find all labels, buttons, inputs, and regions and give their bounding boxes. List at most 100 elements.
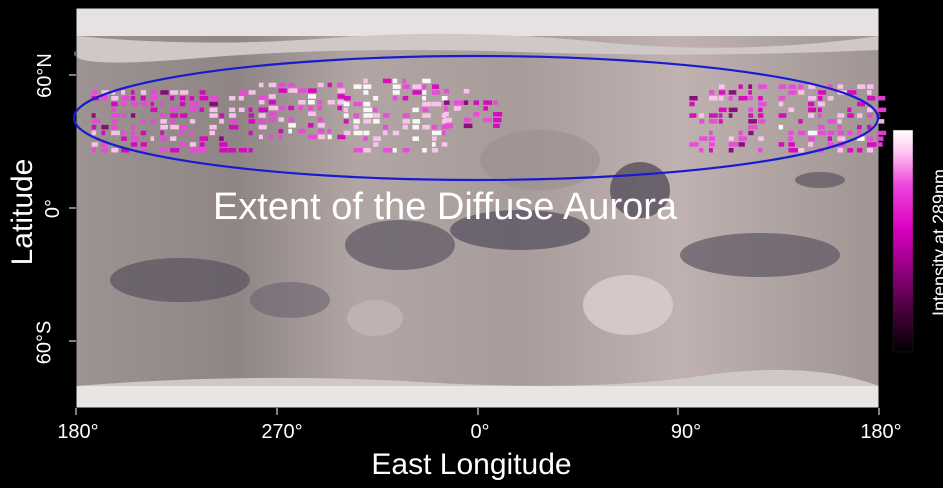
aurora-pixel bbox=[343, 113, 349, 118]
aurora-pixel bbox=[363, 119, 372, 124]
aurora-pixel bbox=[91, 130, 97, 136]
y-axis-ticks bbox=[69, 74, 76, 342]
aurora-pixel bbox=[219, 148, 229, 153]
aurora-pixel bbox=[268, 117, 277, 122]
aurora-pixel bbox=[444, 117, 452, 123]
aurora-pixel bbox=[91, 124, 97, 130]
aurora-pixel bbox=[817, 113, 822, 118]
aurora-pixel bbox=[199, 96, 209, 101]
aurora-pixel bbox=[827, 84, 833, 89]
aurora-pixel bbox=[432, 101, 442, 107]
aurora-pixel bbox=[718, 107, 727, 113]
aurora-pixel bbox=[709, 90, 715, 95]
aurora-pixel bbox=[130, 96, 136, 101]
aurora-pixel bbox=[189, 142, 197, 147]
aurora-pixel bbox=[229, 124, 239, 130]
aurora-pixel bbox=[422, 101, 432, 107]
aurora-pixel bbox=[778, 101, 784, 107]
y-tick-label: 60°S bbox=[33, 320, 56, 365]
aurora-pixel bbox=[308, 105, 314, 111]
aurora-pixel bbox=[199, 142, 205, 147]
aurora-pixel bbox=[412, 84, 422, 89]
aurora-pixel bbox=[788, 130, 794, 136]
x-tick-label: 180° bbox=[860, 421, 902, 443]
aurora-pixel bbox=[778, 84, 786, 89]
aurora-pixel bbox=[402, 78, 407, 84]
aurora-pixel bbox=[808, 96, 817, 101]
aurora-pixel bbox=[353, 124, 359, 130]
aurora-pixel bbox=[209, 130, 215, 136]
aurora-pixel bbox=[363, 78, 368, 84]
aurora-pixel bbox=[493, 112, 503, 117]
aurora-pixel bbox=[343, 107, 348, 113]
x-tick-label: 90° bbox=[670, 421, 702, 443]
aurora-detections bbox=[91, 78, 887, 153]
aurora-pixel bbox=[867, 107, 873, 113]
aurora-pixel bbox=[258, 96, 268, 101]
aurora-pixel bbox=[837, 136, 846, 141]
aurora-pixel bbox=[170, 148, 180, 153]
aurora-pixel bbox=[778, 124, 784, 130]
aurora-pixel bbox=[827, 130, 835, 136]
aurora-pixel bbox=[140, 142, 147, 147]
aurora-pixel bbox=[160, 113, 166, 118]
aurora-pixel bbox=[709, 113, 718, 118]
aurora-pixel bbox=[402, 119, 411, 124]
aurora-pixel bbox=[422, 148, 427, 153]
aurora-pixel bbox=[288, 117, 294, 122]
aurora-pixel bbox=[432, 136, 437, 141]
aurora-pixel bbox=[288, 123, 296, 128]
aurora-pixel bbox=[402, 84, 410, 89]
aurora-pixel bbox=[493, 117, 502, 123]
aurora-pixel bbox=[121, 113, 126, 118]
aurora-pixel bbox=[798, 119, 803, 124]
aurora-pixel bbox=[121, 136, 127, 141]
aurora-pixel bbox=[867, 90, 872, 95]
aurora-pixel bbox=[373, 142, 379, 147]
aurora-pixel bbox=[91, 119, 101, 124]
aurora-pixel bbox=[278, 88, 287, 93]
aurora-pixel bbox=[709, 130, 713, 136]
aurora-pixel bbox=[876, 96, 886, 101]
aurora-pixel bbox=[343, 96, 351, 101]
aurora-pixel bbox=[343, 101, 350, 107]
aurora-pixel bbox=[337, 100, 346, 105]
aurora-pixel bbox=[778, 96, 786, 101]
aurora-pixel bbox=[758, 136, 764, 141]
aurora-pixel bbox=[150, 96, 158, 101]
aurora-pixel bbox=[808, 107, 817, 113]
aurora-pixel bbox=[748, 113, 754, 118]
aurora-pixel bbox=[111, 148, 119, 153]
aurora-pixel bbox=[463, 88, 470, 94]
y-axis-label: Latitude bbox=[6, 158, 39, 266]
aurora-pixel bbox=[353, 130, 363, 136]
aurora-pixel bbox=[298, 128, 306, 134]
aurora-pixel bbox=[463, 117, 472, 123]
x-tick-label: 0° bbox=[470, 421, 490, 443]
aurora-pixel bbox=[689, 113, 697, 118]
aurora-pixel bbox=[130, 124, 136, 130]
aurora-pixel bbox=[209, 101, 218, 107]
aurora-pixel bbox=[101, 124, 109, 130]
colorbar-label: Intensity at 289nm bbox=[929, 168, 943, 317]
aurora-pixel bbox=[798, 148, 805, 153]
aurora-pixel bbox=[238, 148, 247, 153]
aurora-pixel bbox=[111, 119, 118, 124]
aurora-pixel bbox=[709, 119, 718, 124]
aurora-pixel bbox=[867, 148, 874, 153]
aurora-pixel bbox=[343, 130, 351, 136]
aurora-pixel bbox=[248, 90, 256, 95]
mars-basemap bbox=[74, 7, 880, 409]
aurora-pixel bbox=[402, 96, 409, 101]
aurora-pixel bbox=[160, 130, 164, 136]
aurora-pixel bbox=[441, 130, 446, 136]
aurora-pixel bbox=[130, 90, 135, 95]
aurora-pixel bbox=[160, 119, 167, 124]
aurora-pixel bbox=[317, 100, 322, 105]
aurora-pixel bbox=[402, 124, 408, 130]
aurora-pixel bbox=[857, 84, 866, 89]
aurora-pixel bbox=[248, 119, 256, 124]
aurora-pixel bbox=[308, 88, 317, 93]
aurora-pixel bbox=[363, 84, 372, 89]
aurora-pixel bbox=[199, 107, 204, 113]
